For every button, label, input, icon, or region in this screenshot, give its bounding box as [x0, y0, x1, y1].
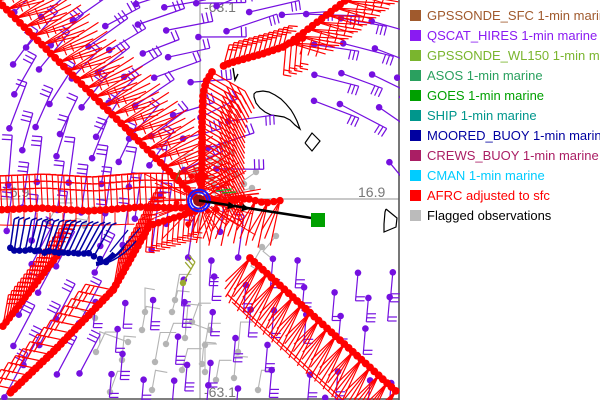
svg-text:MOORED_BUOY 1-min marine: MOORED_BUOY 1-min marine — [427, 128, 600, 143]
svg-text:16.9: 16.9 — [358, 184, 385, 200]
svg-text:-63.1: -63.1 — [204, 0, 236, 15]
svg-text:GPSSONDE_SFC 1-min marine: GPSSONDE_SFC 1-min marine — [427, 8, 600, 23]
svg-text:CMAN 1-min marine: CMAN 1-min marine — [427, 168, 545, 183]
svg-text:ASOS 1-min marine: ASOS 1-min marine — [427, 68, 543, 83]
svg-text:GPSSONDE_WL150 1-min marine: GPSSONDE_WL150 1-min marine — [427, 48, 600, 63]
svg-text:Flagged observations: Flagged observations — [427, 208, 552, 223]
svg-text:AFRC adjusted to sfc: AFRC adjusted to sfc — [427, 188, 550, 203]
svg-text:-63.1: -63.1 — [204, 384, 236, 400]
svg-text:GOES 1-min marine: GOES 1-min marine — [427, 88, 544, 103]
svg-text:SHIP 1-min marine: SHIP 1-min marine — [427, 108, 537, 123]
svg-text:QSCAT_HIRES 1-min marine: QSCAT_HIRES 1-min marine — [427, 28, 597, 43]
svg-text:CREWS_BUOY 1-min marine: CREWS_BUOY 1-min marine — [427, 148, 599, 163]
